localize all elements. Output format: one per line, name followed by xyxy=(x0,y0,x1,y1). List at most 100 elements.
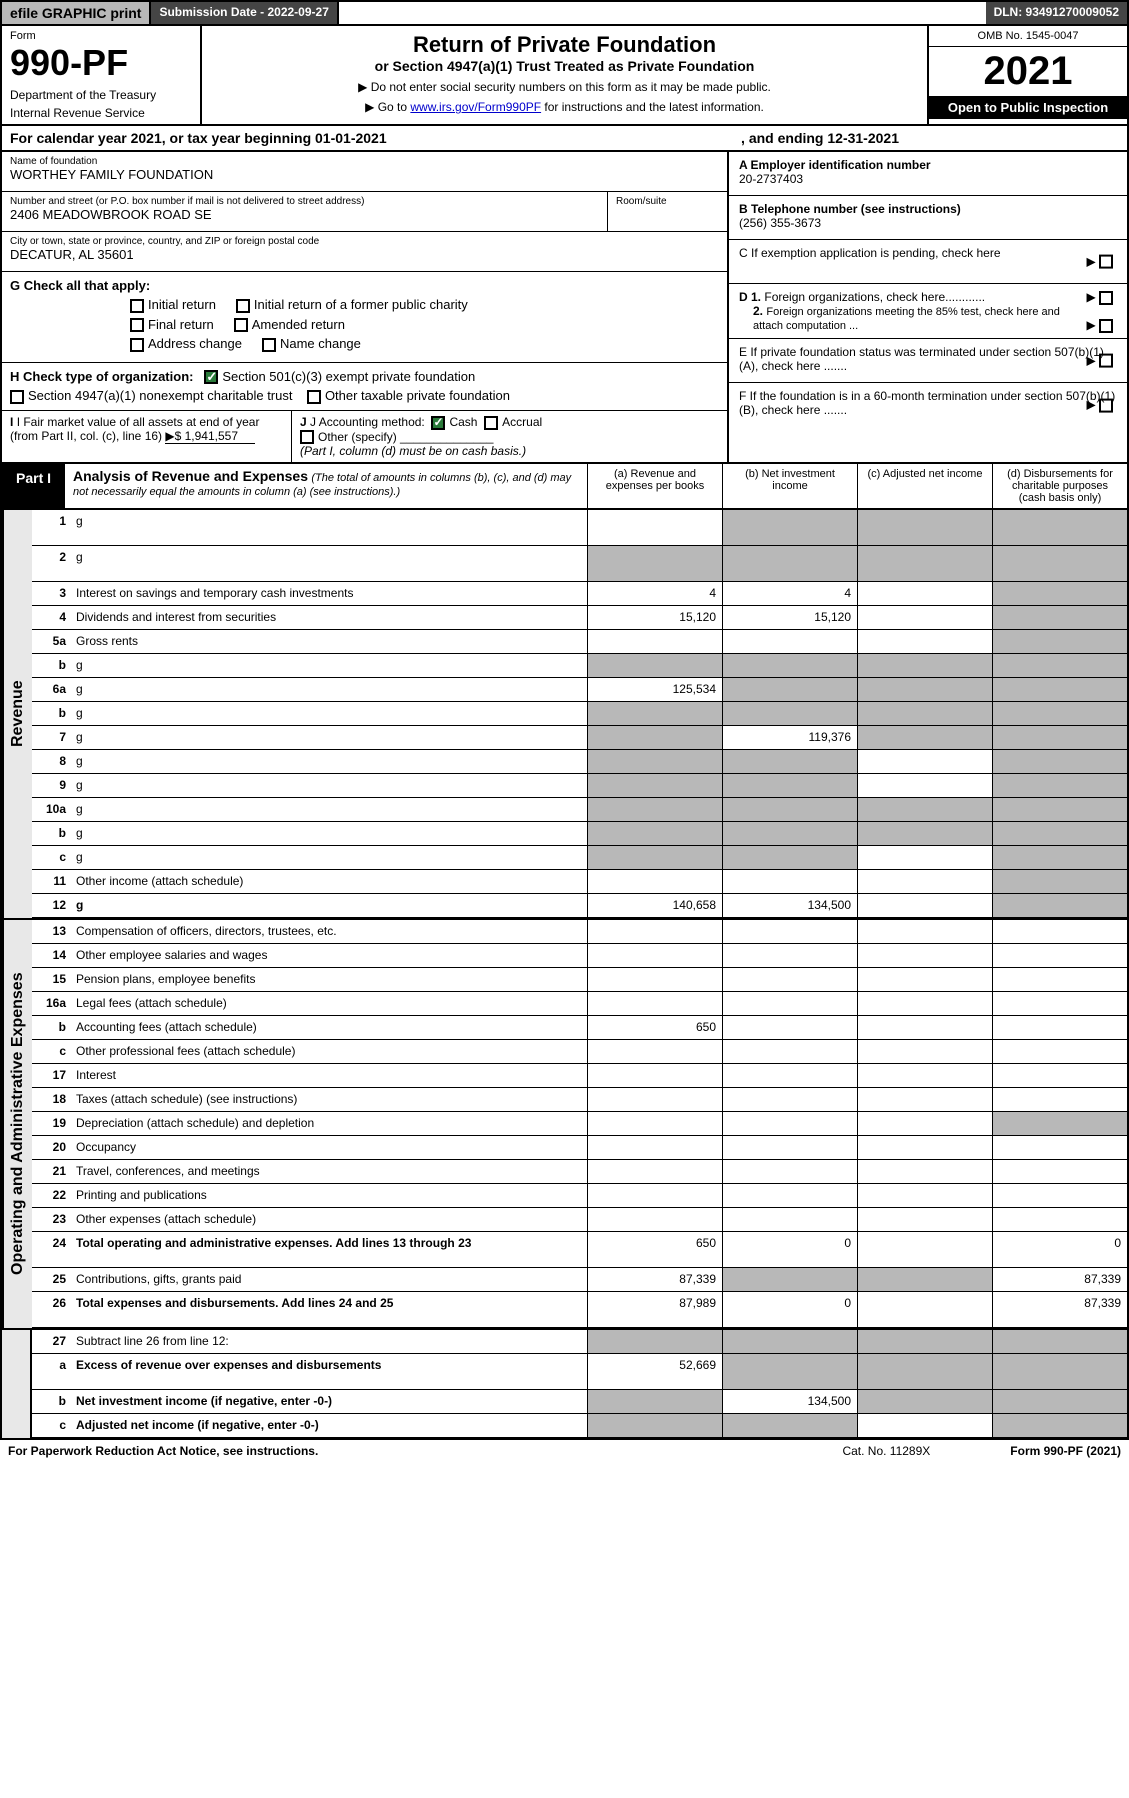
row-desc: Accounting fees (attach schedule) xyxy=(72,1016,587,1039)
row-num: b xyxy=(32,1016,72,1039)
table-row: 5aGross rents xyxy=(32,630,1127,654)
table-row: cOther professional fees (attach schedul… xyxy=(32,1040,1127,1064)
row-desc: g xyxy=(72,894,587,917)
row-num: 2 xyxy=(32,546,72,581)
cb-other-spec[interactable]: Other (specify) xyxy=(300,430,397,444)
form-label: Form xyxy=(10,30,192,42)
row-num: b xyxy=(32,1390,72,1413)
table-row: 7g119,376 xyxy=(32,726,1127,750)
expense-rows: 13Compensation of officers, directors, t… xyxy=(32,920,1127,1328)
header-mid: Return of Private Foundation or Section … xyxy=(202,26,927,124)
row-num: c xyxy=(32,1414,72,1437)
row-desc: g xyxy=(72,750,587,773)
form-header: Form 990-PF Department of the Treasury I… xyxy=(0,26,1129,126)
h-checks: H Check type of organization: Section 50… xyxy=(2,363,727,411)
table-row: 15Pension plans, employee benefits xyxy=(32,968,1127,992)
info-grid: Name of foundation WORTHEY FAMILY FOUNDA… xyxy=(0,152,1129,464)
g-checks: G Check all that apply: Initial return I… xyxy=(2,272,727,363)
row-num: 22 xyxy=(32,1184,72,1207)
cb-501c3[interactable]: Section 501(c)(3) exempt private foundat… xyxy=(204,369,475,384)
table-row: 10ag xyxy=(32,798,1127,822)
row-num: 20 xyxy=(32,1136,72,1159)
omb-number: OMB No. 1545-0047 xyxy=(929,26,1127,47)
cb-d1[interactable]: ▶ xyxy=(1086,290,1117,305)
footer: For Paperwork Reduction Act Notice, see … xyxy=(0,1440,1129,1462)
g-label: G Check all that apply: xyxy=(10,278,150,293)
expenses-label: Operating and Administrative Expenses xyxy=(2,920,32,1328)
cb-initial[interactable]: Initial return xyxy=(130,297,216,313)
row-num: 1 xyxy=(32,510,72,545)
cb-f[interactable]: ▶ xyxy=(1086,398,1117,413)
instr-1: ▶ Do not enter social security numbers o… xyxy=(208,80,921,94)
cb-address[interactable]: Address change xyxy=(130,336,242,352)
c-box: C If exemption application is pending, c… xyxy=(729,240,1127,284)
info-left: Name of foundation WORTHEY FAMILY FOUNDA… xyxy=(2,152,727,462)
d2-label: Foreign organizations meeting the 85% te… xyxy=(753,306,1060,332)
cb-d2[interactable]: ▶ xyxy=(1086,318,1117,333)
col-b: (b) Net investment income xyxy=(722,464,857,508)
column-headers: (a) Revenue and expenses per books (b) N… xyxy=(587,464,1127,508)
form-title: Return of Private Foundation xyxy=(208,32,921,58)
row-desc: g xyxy=(72,654,587,677)
foundation-name: WORTHEY FAMILY FOUNDATION xyxy=(10,167,719,182)
table-row: 6ag125,534 xyxy=(32,678,1127,702)
row-desc: Taxes (attach schedule) (see instruction… xyxy=(72,1088,587,1111)
calyear-ending: , and ending 12-31-2021 xyxy=(741,130,899,146)
col-d: (d) Disbursements for charitable purpose… xyxy=(992,464,1127,508)
irs-link[interactable]: www.irs.gov/Form990PF xyxy=(410,100,541,114)
table-row: 16aLegal fees (attach schedule) xyxy=(32,992,1127,1016)
cb-name[interactable]: Name change xyxy=(262,336,361,352)
tax-year: 2021 xyxy=(929,47,1127,96)
row-num: b xyxy=(32,822,72,845)
table-row: 24Total operating and administrative exp… xyxy=(32,1232,1127,1268)
table-row: 8g xyxy=(32,750,1127,774)
cb-amended[interactable]: Amended return xyxy=(234,317,345,333)
cb-final[interactable]: Final return xyxy=(130,317,214,333)
cb-e[interactable]: ▶ xyxy=(1086,353,1117,368)
row-desc: Travel, conferences, and meetings xyxy=(72,1160,587,1183)
row-num: 21 xyxy=(32,1160,72,1183)
row-num: 25 xyxy=(32,1268,72,1291)
table-row: 2g xyxy=(32,546,1127,582)
row-desc: Interest on savings and temporary cash i… xyxy=(72,582,587,605)
instr-2: ▶ Go to www.irs.gov/Form990PF for instru… xyxy=(208,100,921,114)
e-label: E If private foundation status was termi… xyxy=(739,345,1104,373)
bottom-spacer xyxy=(2,1330,32,1438)
cb-c[interactable]: ▶ xyxy=(1086,254,1117,269)
cb-other-taxable[interactable]: Other taxable private foundation xyxy=(307,388,510,403)
row-num: b xyxy=(32,702,72,725)
row-desc: g xyxy=(72,726,587,749)
table-row: 17Interest xyxy=(32,1064,1127,1088)
cb-4947[interactable]: Section 4947(a)(1) nonexempt charitable … xyxy=(10,388,292,403)
ein-label: A Employer identification number xyxy=(739,158,931,172)
cb-accrual[interactable]: Accrual xyxy=(484,415,542,429)
row-desc: g xyxy=(72,846,587,869)
row-num: 4 xyxy=(32,606,72,629)
table-row: aExcess of revenue over expenses and dis… xyxy=(32,1354,1127,1390)
instr2-post: for instructions and the latest informat… xyxy=(541,100,764,114)
table-row: cg xyxy=(32,846,1127,870)
efile-label[interactable]: efile GRAPHIC print xyxy=(2,2,151,24)
table-row: 27Subtract line 26 from line 12: xyxy=(32,1330,1127,1354)
table-row: 11Other income (attach schedule) xyxy=(32,870,1127,894)
row-desc: Other expenses (attach schedule) xyxy=(72,1208,587,1231)
row-num: 3 xyxy=(32,582,72,605)
row-desc: Net investment income (if negative, ente… xyxy=(72,1390,587,1413)
expenses-section: Operating and Administrative Expenses 13… xyxy=(0,920,1129,1330)
row-num: 7 xyxy=(32,726,72,749)
cb-cash[interactable]: Cash xyxy=(431,415,477,429)
bottom-section: 27Subtract line 26 from line 12:aExcess … xyxy=(0,1330,1129,1440)
col-a: (a) Revenue and expenses per books xyxy=(587,464,722,508)
ein-value: 20-2737403 xyxy=(739,172,1117,186)
part1-tag: Part I xyxy=(2,464,65,508)
cb-initial-former[interactable]: Initial return of a former public charit… xyxy=(236,297,468,313)
table-row: 12g140,658134,500 xyxy=(32,894,1127,918)
part1-header: Part I Analysis of Revenue and Expenses … xyxy=(0,464,1129,510)
table-row: 25Contributions, gifts, grants paid87,33… xyxy=(32,1268,1127,1292)
row-num: 26 xyxy=(32,1292,72,1327)
table-row: 3Interest on savings and temporary cash … xyxy=(32,582,1127,606)
tel-value: (256) 355-3673 xyxy=(739,216,1117,230)
row-desc: Total operating and administrative expen… xyxy=(72,1232,587,1267)
header-left: Form 990-PF Department of the Treasury I… xyxy=(2,26,202,124)
bottom-rows: 27Subtract line 26 from line 12:aExcess … xyxy=(32,1330,1127,1438)
